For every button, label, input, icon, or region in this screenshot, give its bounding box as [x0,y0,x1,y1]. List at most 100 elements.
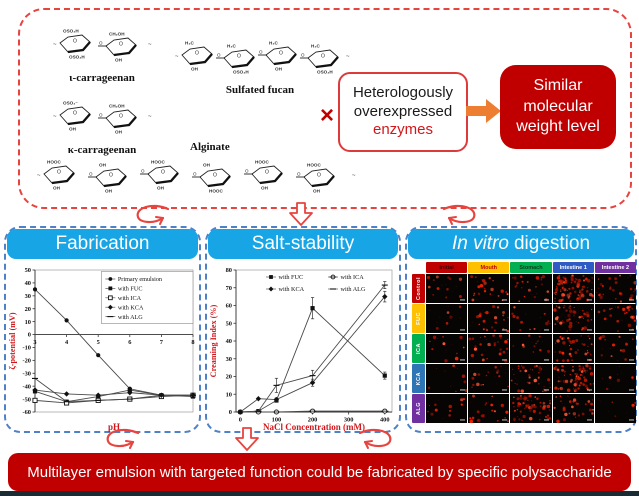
digestion-stage-header: Intestine 1 [552,262,594,273]
digestion-panel: In vitro digestion Initial Mouth Stomach In… [405,226,637,433]
result-box-line2: molecular [523,97,593,115]
structure-alginate: Alginate ~ O HOOC OH O O OH OH O O HOOC OH O O OH HOOC O… [30,141,370,201]
svg-text:OH: OH [99,163,107,168]
structure-kappa-carrageenan: ~ O OSO₃⁻ OH O O CH₂OH OH ~ κ-carrageenan [32,94,172,157]
svg-text:Creaming Index (%): Creaming Index (%) [209,304,218,377]
svg-text:with FUC: with FUC [279,274,304,281]
svg-text:80: 80 [226,267,232,274]
sample-row-label: FUC [412,304,425,333]
micrograph-cell [510,364,552,393]
micrograph-cell [594,334,636,363]
svg-text:O: O [297,172,301,177]
micrograph-cell [552,364,594,393]
svg-text:3: 3 [33,339,36,346]
salt-stability-panel: Salt-stability 0 10 20 30 40 50 60 70 80 0 100 200 3… [205,226,401,433]
iota-carrageenan-drawing: ~ O OSO₃H OSO₃H O O CH₂OH OH ~ [53,29,152,63]
svg-text:OH: OH [275,67,283,72]
fabrication-panel-title: Fabrication [7,229,198,259]
svg-text:OH: OH [191,67,199,72]
grid-corner [412,262,425,273]
svg-text:CH₂OH: CH₂OH [109,32,125,37]
svg-text:0: 0 [28,332,31,339]
micrograph-cell [426,274,468,303]
fabrication-panel: Fabrication -60 -50 -40 -30 -20 -10 0 10 20 30 40 5… [4,226,201,433]
svg-text:40: 40 [226,338,232,345]
micrograph-cell [468,274,510,303]
svg-text:O: O [321,54,325,60]
sample-row-label: ICA [412,334,425,363]
structure-iota-carrageenan: ~ O OSO₃H OSO₃H O O CH₂OH OH ~ ι-carrageenan [32,22,172,85]
svg-text:pH: pH [108,422,120,432]
svg-text:8: 8 [191,339,194,346]
polysaccharide-structures-box: ~ O OSO₃H OSO₃H O O CH₂OH OH ~ ι-carrageenan ~ O O… [18,8,632,209]
svg-text:with ALG: with ALG [341,286,366,293]
svg-text:O: O [119,42,123,48]
structure-label: ι-carrageenan [69,72,135,84]
micrograph-cell [426,334,468,363]
svg-text:~: ~ [175,54,179,60]
structure-sulfated-fucan: ~ O H₃C OH O O H₃C OSO₃H O O H₃C OH O O H₃C OSO₃H ~ Sulf… [170,30,350,97]
svg-text:70: 70 [226,285,232,292]
svg-text:400: 400 [380,417,390,424]
svg-text:with ICA: with ICA [118,295,142,302]
svg-text:60: 60 [226,303,232,310]
svg-text:~: ~ [53,42,57,48]
svg-text:OH: OH [115,58,123,63]
alginate-drawing: ~OHOOCOHOOOHOHOOHOOCOHOOOHHOOCOOHOOCOHOO… [37,160,356,194]
svg-text:OSO₃H: OSO₃H [317,70,333,75]
svg-text:O: O [195,51,199,57]
enzyme-box-line2: overexpressed [353,102,453,120]
svg-text:O: O [161,170,165,176]
fluorescence-micrograph-grid: Initial Mouth Stomach Intestine 1 Intestine … [412,262,636,423]
svg-text:~: ~ [346,54,350,60]
svg-text:HOOC: HOOC [307,163,321,168]
molecular-weight-box: Similar molecular weight level [500,65,616,149]
micrograph-cell [468,304,510,333]
svg-text:OH: OH [157,186,165,191]
svg-text:5: 5 [97,339,100,346]
micrograph-cell [426,394,468,423]
micrograph-cell [594,394,636,423]
svg-text:OH: OH [261,186,269,191]
svg-text:with KCA: with KCA [118,304,144,311]
digestion-stage-header: Intestine 2 [594,262,636,273]
svg-text:H₃C: H₃C [227,44,236,49]
svg-text:HOOC: HOOC [209,189,223,194]
svg-text:O: O [301,53,305,58]
svg-text:50: 50 [226,320,232,327]
svg-text:7: 7 [160,339,164,346]
salt-stability-panel-title: Salt-stability [208,229,398,259]
svg-text:OH: OH [115,130,123,135]
result-box-line1: Similar [533,76,583,94]
svg-text:NaCl Concentration (mM): NaCl Concentration (mM) [263,422,365,432]
svg-text:O: O [259,50,263,55]
structure-label: Alginate [190,141,230,153]
svg-text:O: O [265,170,269,176]
sample-row-label: Control [412,274,425,303]
micrograph-cell [510,394,552,423]
svg-text:~: ~ [352,173,356,179]
digestion-stage-header: Mouth [468,262,510,273]
svg-text:O: O [109,173,113,179]
svg-text:~: ~ [148,114,152,120]
svg-text:Primary emulsion: Primary emulsion [118,276,162,283]
svg-text:-50: -50 [22,396,31,403]
svg-text:CH₂OH: CH₂OH [109,104,125,109]
micrograph-cell [510,274,552,303]
svg-text:OSO₃H: OSO₃H [69,55,85,60]
svg-text:OH: OH [69,127,77,132]
micrograph-cell [510,304,552,333]
svg-text:with KCA: with KCA [279,286,305,293]
svg-text:OH: OH [105,189,113,194]
micrograph-cell [594,364,636,393]
enzyme-box: Heterologously overexpressed enzymes [338,72,468,152]
right-arrow-icon [466,99,501,123]
svg-text:O: O [57,170,61,176]
conclusion-banner: Multilayer emulsion with targeted functi… [8,453,631,491]
curved-arrow-icon [358,428,392,449]
micrograph-cell [552,394,594,423]
micrograph-cell [510,334,552,363]
svg-text:O: O [237,54,241,60]
svg-text:O: O [213,173,217,179]
